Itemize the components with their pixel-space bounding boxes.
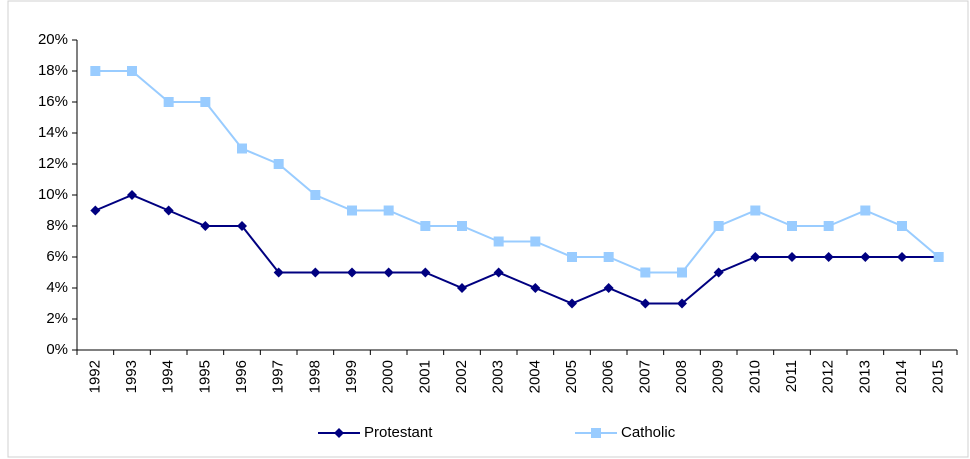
- x-tick-label: 2013: [856, 360, 873, 393]
- marker: [383, 205, 394, 216]
- marker: [127, 66, 137, 76]
- legend-label: Catholic: [621, 424, 676, 441]
- marker: [347, 267, 357, 278]
- y-tick-label: 16%: [38, 93, 68, 110]
- marker: [237, 143, 247, 154]
- marker: [334, 428, 344, 438]
- marker: [567, 298, 577, 309]
- x-tick-label: 2000: [380, 360, 397, 393]
- marker: [493, 236, 504, 247]
- marker: [530, 283, 541, 293]
- x-tick-label: 2006: [600, 360, 617, 393]
- marker: [860, 252, 871, 262]
- marker: [420, 221, 431, 231]
- marker: [591, 428, 601, 438]
- x-tick-label: 1998: [306, 360, 323, 393]
- x-tick-label: 2010: [746, 360, 763, 393]
- x-tick-label: 1997: [270, 360, 287, 393]
- y-tick-label: 10%: [38, 186, 68, 203]
- chart-frame: [7, 0, 969, 458]
- y-tick-label: 6%: [46, 248, 68, 265]
- y-tick-label: 8%: [46, 217, 68, 234]
- x-tick-label: 1994: [160, 360, 177, 393]
- y-tick-label: 12%: [38, 155, 68, 172]
- x-tick-label: 2002: [453, 360, 470, 393]
- marker: [640, 267, 651, 278]
- marker: [787, 252, 797, 262]
- marker: [127, 190, 137, 200]
- y-tick-label: 18%: [38, 62, 68, 79]
- marker: [860, 205, 871, 216]
- x-tick-label: 1993: [123, 360, 140, 393]
- marker: [897, 221, 907, 231]
- x-tick-label: 2012: [820, 360, 837, 393]
- x-tick-label: 1995: [196, 360, 213, 393]
- marker: [273, 267, 284, 278]
- series-line: [94, 193, 939, 305]
- marker: [750, 252, 761, 262]
- y-tick-label: 20%: [38, 31, 68, 48]
- marker: [163, 205, 174, 216]
- marker: [457, 221, 467, 231]
- x-tick-label: 2014: [893, 360, 910, 393]
- marker: [237, 221, 247, 231]
- marker: [603, 283, 614, 293]
- y-tick-label: 14%: [38, 124, 68, 141]
- marker: [420, 267, 431, 278]
- marker: [200, 221, 211, 231]
- marker: [90, 66, 101, 76]
- marker: [383, 267, 394, 278]
- marker: [713, 267, 724, 278]
- x-tick-label: 2007: [636, 360, 653, 393]
- marker: [750, 205, 761, 216]
- marker: [347, 205, 357, 216]
- x-tick-label: 2004: [526, 360, 543, 393]
- marker: [163, 97, 174, 107]
- marker: [90, 205, 101, 216]
- marker: [787, 221, 797, 231]
- marker: [200, 97, 211, 107]
- marker: [897, 252, 907, 262]
- series-line: [95, 70, 940, 274]
- x-tick-label: 1996: [233, 360, 250, 393]
- y-tick-label: 4%: [46, 279, 68, 296]
- x-tick-label: 2015: [930, 360, 947, 393]
- marker: [823, 221, 834, 231]
- x-tick-label: 2009: [710, 360, 727, 393]
- marker: [713, 221, 724, 231]
- marker: [640, 298, 651, 309]
- marker: [310, 267, 321, 278]
- x-tick-label: 2001: [416, 360, 433, 393]
- x-tick-label: 2008: [673, 360, 690, 393]
- marker: [933, 252, 944, 262]
- marker: [603, 252, 614, 262]
- marker: [493, 267, 504, 278]
- marker: [310, 190, 321, 200]
- marker: [677, 298, 687, 309]
- x-tick-label: 2003: [490, 360, 507, 393]
- legend-label: Protestant: [364, 424, 433, 441]
- x-tick-label: 1992: [86, 360, 103, 393]
- marker: [530, 236, 541, 247]
- x-tick-label: 2011: [783, 360, 800, 392]
- marker: [823, 252, 834, 262]
- x-tick-label: 2005: [563, 360, 580, 393]
- marker: [567, 252, 577, 262]
- y-tick-label: 2%: [46, 310, 68, 327]
- marker: [457, 283, 467, 293]
- x-tick-label: 1999: [343, 360, 360, 393]
- y-tick-label: 0%: [46, 341, 68, 358]
- marker: [273, 159, 284, 169]
- marker: [677, 267, 687, 278]
